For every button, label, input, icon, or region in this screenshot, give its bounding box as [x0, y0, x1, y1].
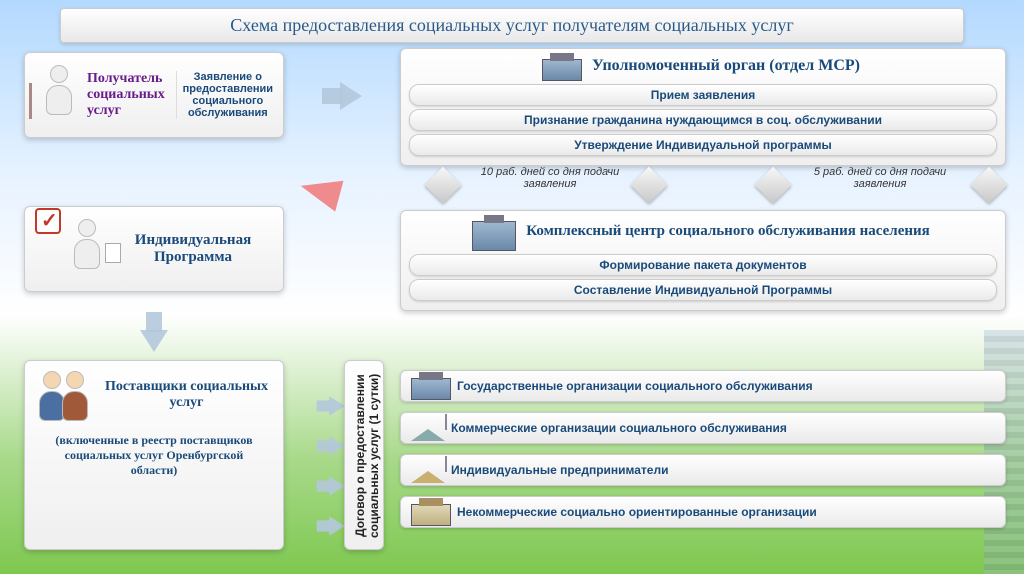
gov-building-icon	[411, 372, 451, 400]
center-box: Комплексный центр социального обслуживан…	[400, 210, 1006, 311]
provider-label: Некоммерческие социально ориентированные…	[457, 505, 817, 519]
tower-icon	[472, 215, 516, 251]
center-step: Формирование пакета документов	[409, 254, 997, 276]
diamond-icon	[971, 167, 1008, 204]
authority-box: Уполномоченный орган (отдел МСР) Прием з…	[400, 48, 1006, 166]
providers-label: Поставщики социальных услуг	[100, 379, 273, 411]
authority-step: Утверждение Индивидуальной программы	[409, 134, 997, 156]
diamond-icon	[425, 167, 462, 204]
provider-list: Государственные организации социального …	[400, 370, 1006, 528]
authority-step: Признание гражданина нуждающимся в соц. …	[409, 109, 997, 131]
arrow-small-icon	[329, 436, 344, 456]
center-title: Комплексный центр социального обслуживан…	[522, 221, 934, 244]
provider-row: Некоммерческие социально ориентированные…	[400, 496, 1006, 528]
contract-label: Договор о предоставлении социальных услу…	[353, 369, 381, 543]
diamond-icon	[631, 167, 668, 204]
provider-label: Государственные организации социального …	[457, 379, 813, 393]
arrow-small-icon	[329, 516, 344, 536]
provider-row: Государственные организации социального …	[400, 370, 1006, 402]
arrow-small-icon	[329, 476, 344, 496]
program-label: Индивидуальная Программа	[113, 232, 273, 266]
wide-building-icon	[411, 498, 451, 526]
recipient-box: Получатель социальных услуг Заявление о …	[24, 52, 284, 138]
note-5days: 5 раб. дней со дня подачи заявления	[800, 166, 960, 190]
program-box: Индивидуальная Программа	[24, 206, 284, 292]
house-icon	[411, 415, 445, 441]
arrow-down-icon	[140, 330, 168, 352]
provider-label: Индивидуальные предприниматели	[451, 463, 668, 477]
center-step: Составление Индивидуальной Программы	[409, 279, 997, 301]
people-icon	[58, 371, 93, 419]
provider-row: Коммерческие организации социального обс…	[400, 412, 1006, 444]
person-cane-icon	[35, 65, 83, 125]
house-small-icon	[411, 457, 445, 483]
diamond-icon	[755, 167, 792, 204]
providers-box: Поставщики социальных услуг (включенные …	[24, 360, 284, 550]
note-10days: 10 раб. дней со дня подачи заявления	[470, 166, 630, 190]
provider-label: Коммерческие организации социального обс…	[451, 421, 787, 435]
person-paper-icon	[61, 219, 113, 279]
building-icon	[542, 53, 582, 81]
recipient-label: Получатель социальных услуг	[83, 71, 176, 119]
checkmark-icon	[35, 208, 61, 234]
arrow-red-icon	[297, 170, 344, 211]
application-label: Заявление о предоставлении социального о…	[176, 71, 273, 119]
providers-note: (включенные в реестр поставщиков социаль…	[35, 433, 273, 478]
page-title: Схема предоставления социальных услуг по…	[60, 8, 964, 43]
authority-step: Прием заявления	[409, 84, 997, 106]
contract-box: Договор о предоставлении социальных услу…	[344, 360, 384, 550]
provider-row: Индивидуальные предприниматели	[400, 454, 1006, 486]
arrow-small-icon	[329, 396, 344, 416]
authority-title: Уполномоченный орган (отдел МСР)	[588, 55, 864, 79]
arrow-to-authority-icon	[340, 82, 362, 110]
